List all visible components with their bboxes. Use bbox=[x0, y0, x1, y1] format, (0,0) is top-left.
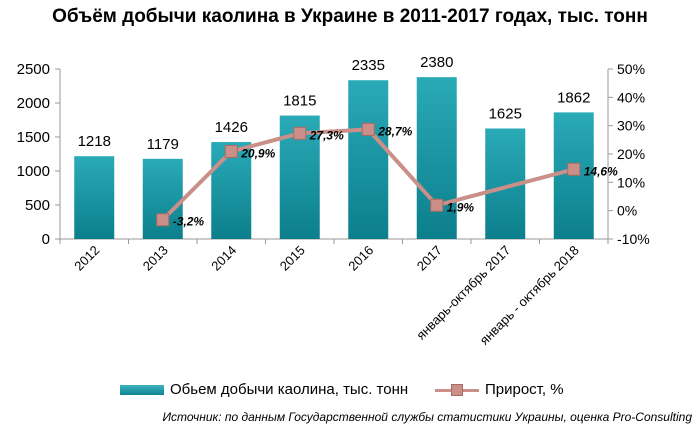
legend: Обьем добычи каолина, тыс. тонн Прирост,… bbox=[120, 381, 640, 401]
bar bbox=[348, 80, 389, 239]
growth-point bbox=[361, 122, 375, 136]
bar-value-label: 1179 bbox=[147, 136, 179, 153]
growth-value-label: 20,9% bbox=[240, 146, 275, 160]
y-right-tick-label: 40% bbox=[617, 89, 645, 105]
y-right-tick-label: 0% bbox=[617, 203, 637, 219]
chart-title: Объём добычи каолина в Украине в 2011-20… bbox=[52, 6, 648, 27]
growth-value-label: 28,7% bbox=[377, 124, 412, 138]
y-right-tick-label: 50% bbox=[617, 61, 645, 77]
growth-line bbox=[161, 127, 575, 222]
x-tick-label: 2014 bbox=[208, 243, 239, 274]
y-left-tick-label: 1000 bbox=[17, 163, 50, 180]
source-note: Источник: по данным Государственной служ… bbox=[162, 410, 692, 424]
bar-value-label: 1862 bbox=[557, 89, 590, 106]
legend-item-line: Прирост, % bbox=[435, 381, 564, 398]
growth-point bbox=[567, 162, 581, 176]
x-tick-label: 2016 bbox=[345, 243, 376, 274]
growth-point bbox=[430, 198, 444, 212]
bar bbox=[74, 156, 115, 239]
growth-point bbox=[224, 144, 238, 158]
bar-value-label: 2335 bbox=[352, 57, 385, 74]
growth-value-label: -3,2% bbox=[173, 215, 205, 229]
y-right-tick-label: -10% bbox=[617, 231, 650, 247]
bar bbox=[416, 77, 457, 239]
bar-value-label: 1426 bbox=[215, 119, 248, 136]
y-left-tick-label: 0 bbox=[42, 231, 50, 248]
bar-value-label: 2380 bbox=[420, 54, 453, 71]
legend-bar-swatch bbox=[120, 384, 164, 395]
bar-value-label: 1815 bbox=[283, 93, 316, 110]
x-tick-label: 2017 bbox=[414, 243, 445, 274]
growth-value-label: 27,3% bbox=[309, 128, 344, 142]
legend-item-bars: Обьем добычи каолина, тыс. тонн bbox=[120, 381, 408, 398]
x-tick-label: 2012 bbox=[71, 243, 102, 274]
y-left-tick-label: 1500 bbox=[17, 129, 50, 146]
growth-point bbox=[156, 213, 170, 227]
y-right-tick-label: 10% bbox=[617, 174, 645, 190]
y-right-tick-label: 20% bbox=[617, 146, 645, 162]
legend-line-swatch bbox=[435, 383, 479, 397]
bar bbox=[211, 142, 252, 239]
y-left-tick-label: 500 bbox=[25, 197, 50, 214]
bar-value-label: 1625 bbox=[489, 106, 522, 123]
growth-value-label: 14,6% bbox=[584, 164, 618, 178]
legend-label-bars: Обьем добычи каолина, тыс. тонн bbox=[170, 381, 409, 398]
legend-label-line: Прирост, % bbox=[485, 381, 564, 398]
y-right-tick-label: 30% bbox=[617, 118, 645, 134]
x-tick-label: 2015 bbox=[277, 243, 308, 274]
growth-value-label: 1,9% bbox=[447, 200, 475, 214]
y-left-tick-label: 2000 bbox=[17, 95, 50, 112]
bar-value-label: 1218 bbox=[78, 133, 111, 150]
y-left-tick-label: 2500 bbox=[17, 61, 50, 78]
growth-point bbox=[293, 126, 307, 140]
x-tick-label: 2013 bbox=[140, 243, 171, 274]
